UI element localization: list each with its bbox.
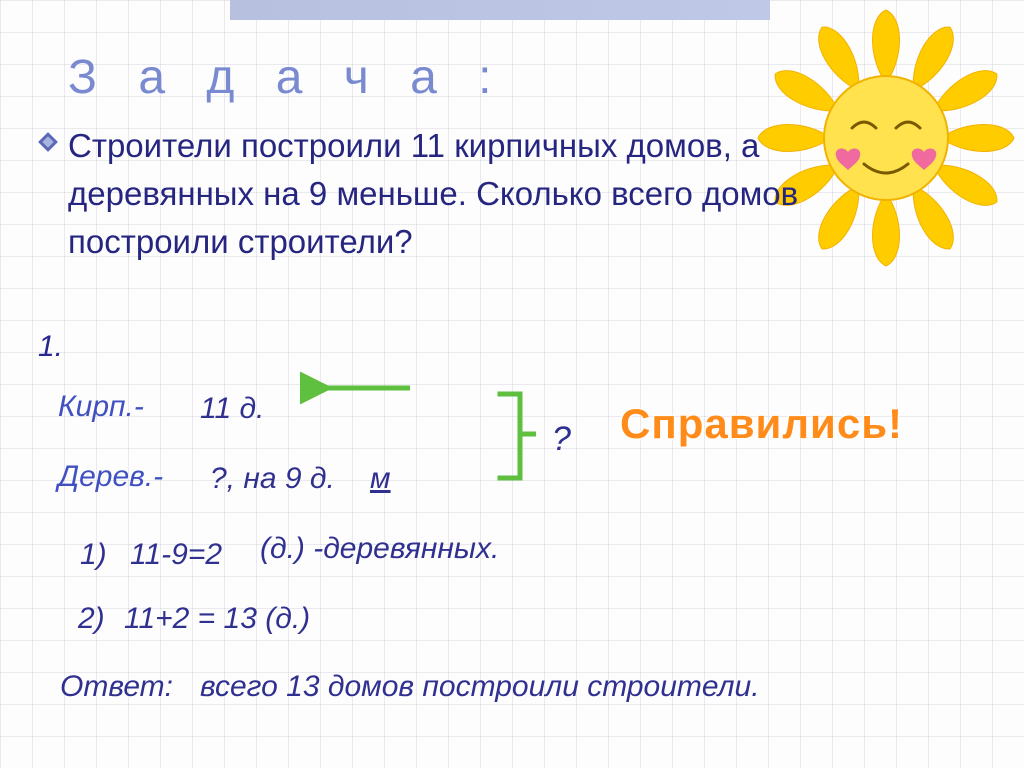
bullet-icon xyxy=(38,132,58,152)
top-decoration-strip xyxy=(230,0,770,20)
label-derev: Дерев.- xyxy=(58,460,163,494)
step2-expr: 11+2 = 13 (д.) xyxy=(124,602,310,636)
record-index: 1. xyxy=(38,330,63,364)
answer-text: всего 13 домов построили строители. xyxy=(200,670,760,704)
step1-expr: 11-9=2 xyxy=(130,538,222,572)
step1-note: (д.) -деревянных. xyxy=(260,532,499,566)
question-mark: ? xyxy=(552,420,571,459)
step2-number: 2) xyxy=(78,602,105,636)
step1-number: 1) xyxy=(80,538,107,572)
problem-text: Строители построили 11 кирпичных домов, … xyxy=(68,122,828,266)
page-title: З а д а ч а : xyxy=(68,50,505,105)
answer-label: Ответ: xyxy=(60,670,173,704)
spravilis-label: Справились! xyxy=(620,400,903,448)
bracket-arrow-icon xyxy=(300,370,560,500)
label-kirp: Кирп.- xyxy=(58,390,144,424)
value-kirp: 11 д. xyxy=(200,392,264,426)
